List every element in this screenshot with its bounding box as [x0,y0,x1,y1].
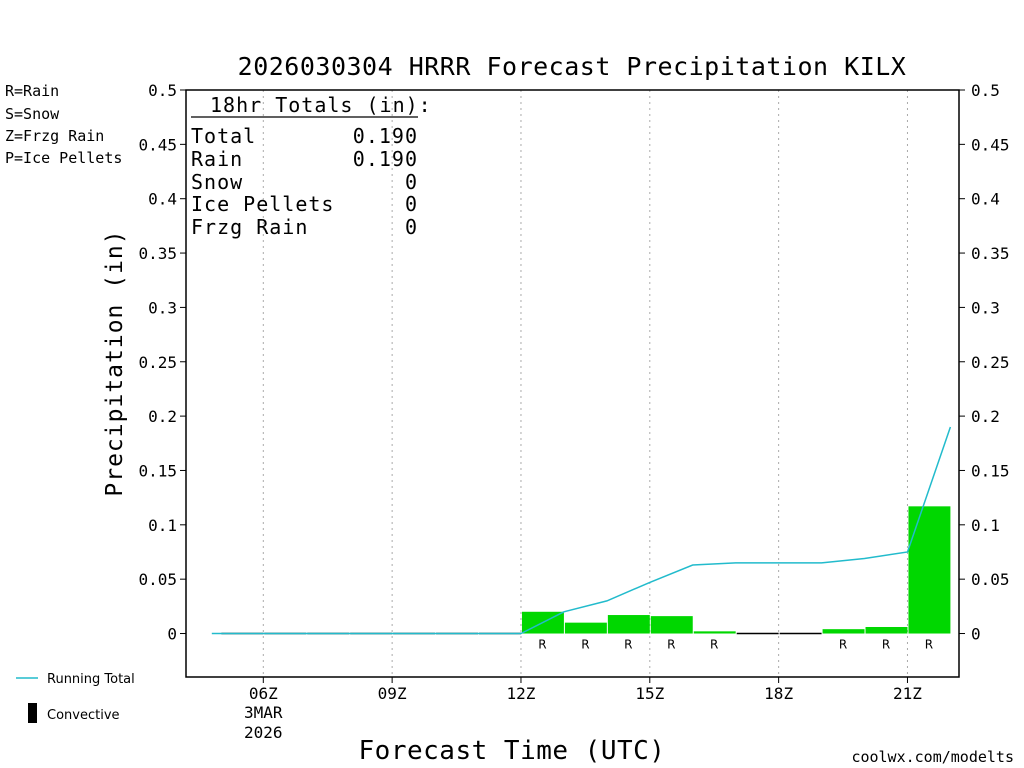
running-total-series [211,426,952,635]
precip-bar-22 [908,506,951,634]
chart-title: 2026030304 HRRR Forecast Precipitation K… [238,52,907,81]
y-axis-label: Precipitation (in) [102,229,128,496]
running-total-line [211,426,952,635]
convective-legend-swatch [28,703,37,723]
running-total-legend-label: Running Total [47,672,135,687]
precip-bar-21 [865,626,908,634]
ptype-marker-21: R [882,638,890,652]
y-tick-label-right-3: 0.15 [971,461,1010,480]
convective-legend-label: Convective [47,708,120,723]
legend-snow: S=Snow [5,105,60,123]
totals-value-ice-pellets: 0 [405,192,418,216]
series-legend: Running Total Convective [16,672,135,723]
y-tick-label-left-8: 0.4 [148,190,177,209]
credit-text: coolwx.com/modelts [851,748,1014,766]
x-tick-label-3: 15Z [635,684,664,703]
y-tick-label-right-8: 0.4 [971,190,1000,209]
ptype-marker-16: R [667,638,675,652]
x-tick-label-4: 18Z [764,684,793,703]
x-tick-label-1: 09Z [378,684,407,703]
totals-header: 18hr Totals (in): [210,93,432,117]
ptype-marker-13: R [538,638,546,652]
y-tick-label-left-9: 0.45 [138,135,177,154]
precip-bar-14 [564,622,607,634]
precip-bar-17 [693,631,736,634]
y-tick-label-right-4: 0.2 [971,407,1000,426]
ptype-legend: R=Rain S=Snow Z=Frzg Rain P=Ice Pellets [5,82,122,167]
y-tick-label-right-7: 0.35 [971,244,1010,263]
y-tick-label-right-6: 0.3 [971,298,1000,317]
plot-frame [185,89,960,678]
y-axis-ticks: 0 00.05 0.050.1 0.10.15 0.150.2 0.20.25 0.250.… [138,81,1009,644]
y-tick-label-left-10: 0.5 [148,81,177,100]
y-tick-label-left-5: 0.25 [138,353,177,372]
legend-frzg-rain: Z=Frzg Rain [5,127,104,145]
totals-value-frzg-rain: 0 [405,215,418,239]
legend-rain: R=Rain [5,82,59,100]
x-tick-label-0: 06Z [249,684,278,703]
x-axis-label: Forecast Time (UTC) [359,736,666,766]
ptype-marker-17: R [710,638,718,652]
totals-value-total: 0.190 [353,124,418,148]
x-gridlines [262,90,908,677]
x-tick-sublabel-year: 2026 [244,723,283,742]
totals-label-rain: Rain [191,147,243,171]
x-tick-label-2: 12Z [507,684,536,703]
y-tick-label-left-4: 0.2 [148,407,177,426]
precip-bar-20 [822,629,865,634]
totals-label-snow: Snow [191,170,243,194]
x-tick-label-5: 21Z [893,684,922,703]
x-tick-sublabel-date: 3MAR [244,703,283,722]
ptype-marker-22: R [925,638,933,652]
ptype-marker-20: R [839,638,847,652]
precip-bar-15 [607,615,650,634]
y-tick-label-left-7: 0.35 [138,244,177,263]
y-tick-label-right-0: 0 [971,625,981,644]
precip-bar-16 [650,616,693,634]
y-tick-label-right-10: 0.5 [971,81,1000,100]
totals-box: 18hr Totals (in): Total 0.190 Rain 0.190… [191,93,432,239]
ptype-marker-14: R [581,638,589,652]
y-tick-label-left-3: 0.15 [138,461,177,480]
y-tick-label-left-6: 0.3 [148,298,177,317]
y-tick-label-right-9: 0.45 [971,135,1010,154]
y-tick-label-right-5: 0.25 [971,353,1010,372]
y-tick-label-right-2: 0.1 [971,516,1000,535]
y-tick-label-left-0: 0 [167,625,177,644]
y-tick-label-right-1: 0.05 [971,570,1010,589]
totals-value-snow: 0 [405,170,418,194]
totals-label-frzg-rain: Frzg Rain [191,215,308,239]
totals-label-total: Total [191,124,256,148]
totals-label-ice-pellets: Ice Pellets [191,192,334,216]
y-tick-label-left-1: 0.05 [138,570,177,589]
ptype-marker-15: R [624,638,632,652]
y-tick-label-left-2: 0.1 [148,516,177,535]
legend-ice-pellets: P=Ice Pellets [5,149,122,167]
totals-value-rain: 0.190 [353,147,418,171]
